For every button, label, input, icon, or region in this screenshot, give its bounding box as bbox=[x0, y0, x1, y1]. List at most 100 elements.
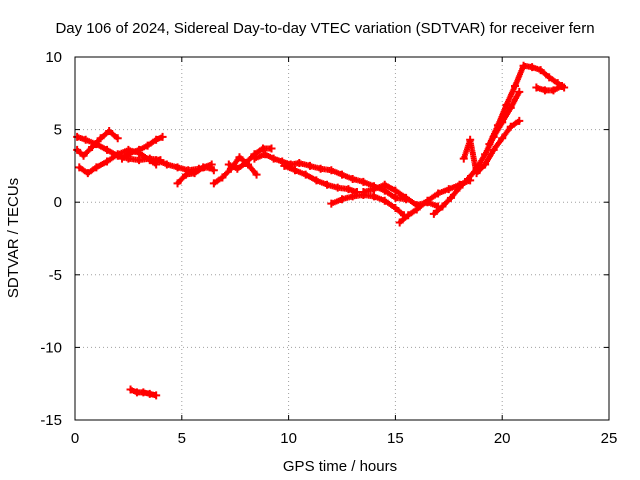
data-point bbox=[553, 79, 562, 88]
data-point bbox=[532, 83, 541, 92]
data-point bbox=[502, 100, 511, 109]
y-tick-label: 5 bbox=[54, 122, 62, 139]
data-point bbox=[515, 87, 524, 96]
data-point bbox=[359, 177, 368, 186]
series-track-10 bbox=[280, 161, 361, 197]
series-track-3 bbox=[73, 127, 122, 160]
data-point bbox=[359, 188, 368, 197]
data-point bbox=[261, 150, 270, 159]
data-point bbox=[113, 134, 122, 143]
data-point bbox=[481, 160, 490, 169]
x-tick-label: 0 bbox=[71, 430, 79, 447]
data-point bbox=[481, 150, 490, 159]
data-point bbox=[327, 166, 336, 175]
data-point bbox=[269, 154, 278, 163]
series-track-6 bbox=[173, 160, 216, 188]
data-point bbox=[79, 151, 88, 160]
data-point bbox=[434, 189, 443, 198]
y-axis-label: SDTVAR / TECUs bbox=[5, 178, 22, 298]
data-point bbox=[536, 66, 545, 75]
data-point bbox=[519, 61, 528, 70]
data-point bbox=[391, 186, 400, 195]
data-point bbox=[73, 132, 82, 141]
data-point bbox=[152, 135, 161, 144]
data-point bbox=[75, 163, 84, 172]
data-point bbox=[312, 176, 321, 185]
data-point bbox=[103, 145, 112, 154]
data-point bbox=[464, 174, 473, 183]
data-point bbox=[81, 135, 90, 144]
data-point bbox=[380, 180, 389, 189]
data-point bbox=[152, 391, 161, 400]
data-point bbox=[241, 158, 250, 167]
data-point bbox=[370, 185, 379, 194]
data-point bbox=[117, 154, 126, 163]
data-point bbox=[305, 161, 314, 170]
data-point bbox=[528, 63, 537, 72]
series-track-9 bbox=[250, 150, 411, 204]
y-tick-label: 0 bbox=[54, 194, 62, 211]
data-point bbox=[429, 209, 438, 218]
data-point bbox=[301, 170, 310, 179]
data-point bbox=[113, 150, 122, 159]
data-point bbox=[278, 157, 287, 166]
x-axis-label: GPS time / hours bbox=[283, 458, 397, 475]
data-point bbox=[224, 160, 233, 169]
data-point bbox=[96, 134, 105, 143]
data-point bbox=[348, 174, 357, 183]
data-point bbox=[402, 193, 411, 202]
data-point bbox=[423, 196, 432, 205]
chart-title: Day 106 of 2024, Sidereal Day-to-day VTE… bbox=[55, 20, 594, 37]
y-tick-label: -15 bbox=[40, 412, 62, 429]
data-point bbox=[323, 180, 332, 189]
x-tick-label: 25 bbox=[601, 430, 618, 447]
data-point bbox=[549, 86, 558, 95]
series-track-8 bbox=[224, 144, 276, 173]
data-point bbox=[558, 82, 567, 91]
data-point bbox=[145, 389, 154, 398]
data-point bbox=[291, 166, 300, 175]
series-track-17 bbox=[532, 82, 567, 95]
data-point bbox=[540, 86, 549, 95]
data-point bbox=[280, 161, 289, 170]
data-point bbox=[92, 163, 101, 172]
data-point bbox=[235, 153, 244, 162]
data-point bbox=[316, 164, 325, 173]
x-tick-label: 5 bbox=[178, 430, 186, 447]
x-tick-label: 15 bbox=[387, 430, 404, 447]
data-point bbox=[252, 170, 261, 179]
data-point bbox=[391, 193, 400, 202]
data-point bbox=[103, 157, 112, 166]
data-point bbox=[233, 164, 242, 173]
y-tick-label: -5 bbox=[49, 267, 62, 284]
data-point bbox=[344, 185, 353, 194]
data-point bbox=[126, 385, 135, 394]
y-tick-label: -10 bbox=[40, 339, 62, 356]
data-point bbox=[207, 160, 216, 169]
data-point bbox=[459, 154, 468, 163]
data-point bbox=[250, 154, 259, 163]
data-point bbox=[83, 169, 92, 178]
data-point bbox=[493, 121, 502, 130]
data-point bbox=[391, 204, 400, 213]
data-point bbox=[126, 148, 135, 157]
data-point bbox=[446, 193, 455, 202]
data-point bbox=[380, 196, 389, 205]
data-point bbox=[338, 170, 346, 179]
data-point bbox=[143, 141, 152, 150]
data-point bbox=[158, 132, 167, 141]
data-point bbox=[295, 158, 304, 167]
data-point bbox=[190, 169, 199, 178]
data-point bbox=[395, 218, 404, 227]
data-point bbox=[515, 116, 524, 125]
data-point bbox=[73, 145, 82, 154]
data-point bbox=[209, 179, 218, 188]
data-point bbox=[412, 205, 421, 214]
data-point bbox=[173, 179, 182, 188]
series-track-4 bbox=[117, 132, 167, 163]
data-point bbox=[438, 202, 447, 211]
data-point bbox=[404, 211, 413, 220]
y-tick-label: 10 bbox=[45, 49, 62, 66]
x-tick-label: 20 bbox=[494, 430, 511, 447]
